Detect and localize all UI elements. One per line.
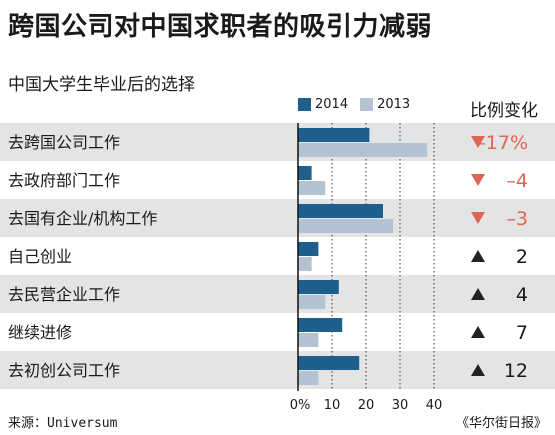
x-tick-label: 40 bbox=[426, 398, 443, 413]
change-value: 7 bbox=[516, 322, 528, 344]
legend-swatch-2013 bbox=[360, 98, 374, 111]
source-note: 来源：Universum bbox=[8, 412, 117, 431]
bar-2013 bbox=[298, 257, 312, 271]
change-up-icon bbox=[471, 364, 485, 376]
x-tick-label: 10 bbox=[324, 398, 341, 413]
x-tick-label: 0% bbox=[290, 398, 311, 413]
bar-2013 bbox=[298, 371, 319, 385]
legend: 2014 2013 bbox=[298, 97, 410, 112]
change-down-icon bbox=[471, 174, 485, 186]
change-up-icon bbox=[471, 326, 485, 338]
change-down-icon bbox=[471, 212, 485, 224]
bar-2014 bbox=[298, 280, 339, 294]
change-value: 12 bbox=[504, 360, 528, 382]
source-label: 来源： bbox=[8, 416, 48, 431]
category-label: 去国有企业/机构工作 bbox=[8, 209, 157, 228]
change-value: –17% bbox=[476, 132, 528, 154]
bar-2014 bbox=[298, 166, 312, 180]
source-name: Universum bbox=[47, 416, 118, 431]
credit: 《华尔街日报》 bbox=[455, 416, 547, 431]
change-value: 2 bbox=[516, 246, 528, 268]
category-label: 去民营企业工作 bbox=[8, 285, 120, 304]
category-label: 去初创公司工作 bbox=[8, 361, 120, 380]
category-label: 去政府部门工作 bbox=[8, 171, 120, 190]
change-value: –4 bbox=[506, 170, 528, 192]
change-down-icon bbox=[471, 136, 485, 148]
category-label: 继续进修 bbox=[8, 323, 72, 342]
x-tick-label: 30 bbox=[392, 398, 409, 413]
bar-2013 bbox=[298, 333, 319, 347]
change-up-icon bbox=[471, 288, 485, 300]
bar-2013 bbox=[298, 219, 394, 233]
bar-2014 bbox=[298, 318, 343, 332]
bar-2014 bbox=[298, 242, 319, 256]
bar-2014 bbox=[298, 128, 370, 142]
row-background bbox=[0, 275, 555, 313]
bar-2013 bbox=[298, 295, 326, 309]
chart-subtitle: 中国大学生毕业后的选择 bbox=[8, 75, 195, 95]
bar-2013 bbox=[298, 181, 326, 195]
category-label: 去跨国公司工作 bbox=[8, 133, 120, 152]
change-up-icon bbox=[471, 250, 485, 262]
legend-swatch-2014 bbox=[298, 98, 311, 111]
change-column-header: 比例变化 bbox=[470, 101, 538, 121]
bar-2014 bbox=[298, 356, 360, 370]
change-value: –3 bbox=[506, 208, 528, 230]
change-value: 4 bbox=[516, 284, 528, 306]
legend-label-2013: 2013 bbox=[377, 97, 411, 112]
bar-2013 bbox=[298, 143, 428, 157]
row-background bbox=[0, 199, 555, 237]
legend-label-2014: 2014 bbox=[315, 97, 349, 112]
x-tick-label: 20 bbox=[358, 398, 375, 413]
bar-2014 bbox=[298, 204, 383, 218]
row-background bbox=[0, 123, 555, 161]
category-label: 自己创业 bbox=[8, 247, 72, 266]
row-background bbox=[0, 351, 555, 389]
chart-title: 跨国公司对中国求职者的吸引力减弱 bbox=[8, 12, 433, 42]
